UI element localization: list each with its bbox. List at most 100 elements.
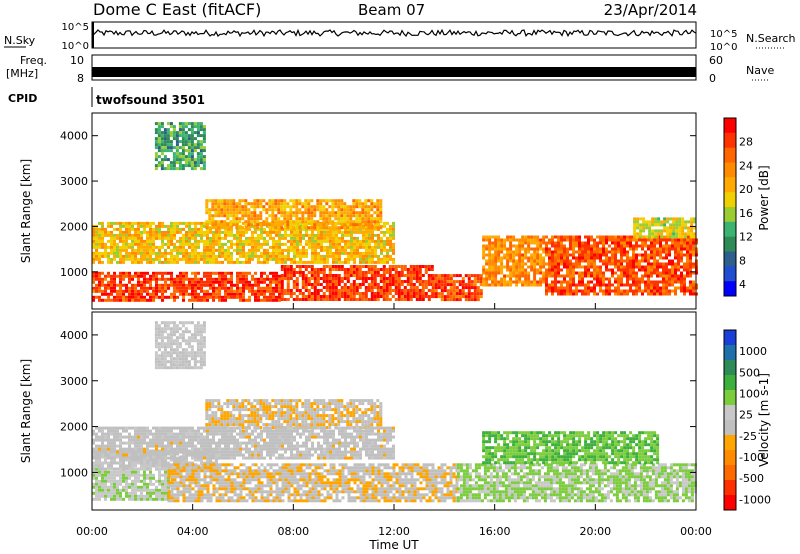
heatmap-cell	[328, 214, 332, 218]
heatmap-cell	[431, 274, 435, 278]
heatmap-cell	[122, 257, 125, 261]
heatmap-cell	[272, 295, 275, 299]
heatmap-cell	[251, 236, 254, 240]
heatmap-cell	[227, 295, 230, 299]
heatmap-cell	[548, 262, 551, 266]
heatmap-cell	[110, 248, 113, 252]
heatmap-cell	[170, 271, 173, 275]
heatmap-cell	[539, 271, 543, 275]
heatmap-cell	[434, 286, 438, 290]
heatmap-cell	[134, 497, 137, 501]
heatmap-cell	[194, 274, 197, 278]
heatmap-cell	[170, 478, 174, 482]
heatmap-cell	[92, 257, 95, 261]
heatmap-cell	[98, 239, 101, 243]
heatmap-cell	[317, 245, 320, 249]
heatmap-cell	[122, 283, 125, 287]
heatmap-cell	[473, 280, 477, 284]
heatmap-cell	[122, 298, 125, 302]
heatmap-cell	[140, 464, 143, 468]
heatmap-cell	[167, 475, 171, 479]
heatmap-cell	[155, 277, 158, 281]
heatmap-cell	[337, 280, 341, 283]
heatmap-cell	[524, 235, 528, 239]
heatmap-cell	[275, 248, 278, 252]
heatmap-cell	[389, 257, 392, 261]
heatmap-cell	[137, 260, 140, 264]
heatmap-cell	[461, 295, 465, 299]
heatmap-cell	[536, 280, 540, 284]
heatmap-cell	[203, 496, 207, 500]
heatmap-cell	[337, 217, 341, 221]
heatmap-cell	[686, 253, 689, 257]
heatmap-cell	[149, 233, 152, 237]
heatmap-cell	[226, 208, 230, 212]
heatmap-cell	[382, 295, 386, 298]
heatmap-cell	[353, 227, 356, 231]
heatmap-cell	[125, 286, 128, 290]
heatmap-cell	[125, 248, 128, 252]
heatmap-cell	[107, 233, 110, 237]
heatmap-cell	[506, 262, 510, 266]
heatmap-cell	[602, 271, 605, 275]
heatmap-cell	[518, 271, 522, 275]
heatmap-cell	[382, 286, 386, 289]
heatmap-cell	[377, 245, 380, 249]
heatmap-cell	[665, 283, 668, 287]
heatmap-cell	[239, 280, 242, 284]
heatmap-cell	[635, 286, 638, 290]
heatmap-cell	[295, 295, 299, 298]
heatmap-cell	[134, 461, 137, 465]
heatmap-cell	[608, 280, 611, 284]
heatmap-cell	[304, 280, 308, 283]
heatmap-cell	[617, 277, 620, 281]
heatmap-cell	[230, 257, 233, 261]
heatmap-cell	[497, 280, 501, 284]
heatmap-cell	[367, 226, 371, 230]
heatmap-cell	[188, 298, 191, 302]
heatmap-cell	[188, 461, 191, 465]
heatmap-cell	[452, 289, 456, 293]
heatmap-cell	[146, 260, 149, 264]
heatmap-cell	[617, 259, 620, 263]
heatmap-cell	[503, 274, 507, 278]
heatmap-cell	[503, 256, 507, 260]
heatmap-cell	[626, 241, 629, 245]
heatmap-cell	[368, 239, 371, 243]
heatmap-cell	[349, 226, 353, 230]
heatmap-cell	[272, 277, 275, 281]
heatmap-cell	[482, 253, 486, 257]
heatmap-cell	[590, 256, 593, 260]
heatmap-cell	[98, 260, 101, 264]
heatmap-cell	[340, 214, 344, 218]
heatmap-cell	[206, 493, 210, 497]
heatmap-cell	[680, 283, 683, 287]
heatmap-cell	[146, 491, 149, 495]
heatmap-cell	[122, 224, 125, 228]
heatmap-cell	[178, 167, 182, 171]
heatmap-cell	[185, 260, 188, 264]
heatmap-cell	[188, 496, 192, 500]
heatmap-cell	[95, 277, 98, 281]
heatmap-cell	[209, 221, 212, 225]
heatmap-cell	[415, 286, 419, 289]
heatmap-cell	[638, 289, 641, 293]
heatmap-cell	[137, 242, 140, 246]
heatmap-cell	[220, 220, 224, 224]
heatmap-cell	[692, 247, 695, 251]
heatmap-cell	[206, 487, 210, 491]
heatmap-cell	[581, 259, 584, 263]
heatmap-cell	[286, 202, 290, 206]
heatmap-cell	[542, 262, 546, 266]
heatmap-cell	[657, 232, 661, 236]
heatmap-cell	[307, 199, 311, 203]
heatmap-cell	[193, 161, 197, 165]
heatmap-cell	[299, 221, 302, 225]
heatmap-cell	[202, 131, 206, 135]
heatmap-cell	[382, 265, 386, 268]
heatmap-cell	[266, 295, 269, 299]
heatmap-cell	[323, 260, 326, 264]
heatmap-cell	[194, 295, 197, 299]
heatmap-cell	[167, 283, 170, 287]
heatmap-cell	[669, 235, 673, 239]
